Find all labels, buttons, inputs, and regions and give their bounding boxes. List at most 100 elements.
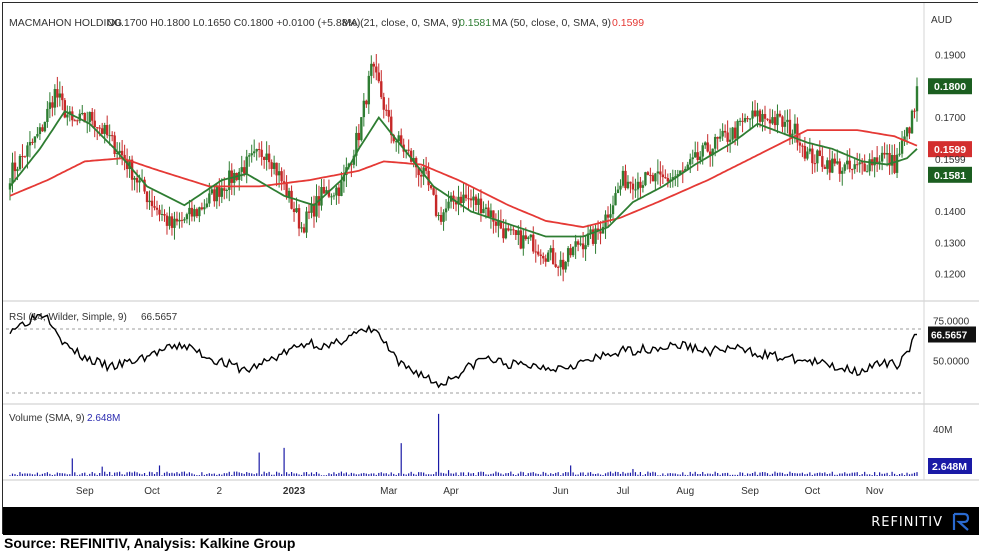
candle[interactable] (858, 153, 861, 173)
candle[interactable] (621, 166, 625, 188)
candle[interactable] (559, 251, 562, 276)
candle[interactable] (477, 193, 480, 215)
candle[interactable] (108, 124, 111, 146)
candle[interactable] (409, 148, 413, 163)
candle[interactable] (826, 157, 829, 175)
candle[interactable] (255, 148, 258, 161)
candle[interactable] (337, 183, 341, 204)
candle[interactable] (813, 154, 817, 173)
candle[interactable] (285, 175, 288, 200)
candle[interactable] (155, 200, 159, 216)
candle[interactable] (434, 188, 438, 218)
candle[interactable] (746, 115, 749, 123)
candle[interactable] (661, 165, 665, 185)
candle[interactable] (706, 134, 709, 153)
candle[interactable] (362, 93, 366, 127)
candle[interactable] (439, 206, 443, 225)
candle[interactable] (223, 177, 226, 200)
candle[interactable] (31, 138, 34, 146)
candle[interactable] (576, 239, 580, 252)
candle[interactable] (118, 142, 121, 160)
candle[interactable] (686, 161, 689, 170)
candle[interactable] (200, 202, 204, 211)
candle[interactable] (721, 123, 724, 141)
candle[interactable] (544, 254, 547, 267)
candle[interactable] (841, 167, 844, 186)
candle[interactable] (843, 162, 846, 174)
candle[interactable] (96, 127, 99, 141)
candle[interactable] (798, 133, 802, 153)
candle[interactable] (766, 118, 769, 122)
candle[interactable] (666, 173, 670, 188)
candle[interactable] (66, 105, 69, 126)
candle[interactable] (534, 239, 537, 263)
candle[interactable] (594, 223, 597, 254)
candle[interactable] (265, 141, 268, 171)
candle[interactable] (300, 222, 303, 233)
candle[interactable] (716, 136, 719, 150)
candle[interactable] (13, 151, 17, 182)
candle[interactable] (437, 212, 440, 221)
candle[interactable] (88, 111, 91, 132)
candle[interactable] (606, 206, 610, 227)
candle[interactable] (123, 144, 126, 171)
candle[interactable] (726, 120, 729, 153)
candle[interactable] (651, 172, 655, 182)
candle[interactable] (188, 199, 191, 226)
candle[interactable] (312, 195, 316, 228)
candle[interactable] (616, 182, 620, 194)
candle[interactable] (158, 204, 161, 222)
candle[interactable] (624, 164, 627, 191)
candle[interactable] (367, 70, 371, 114)
candle[interactable] (113, 131, 116, 158)
candle[interactable] (56, 76, 59, 108)
candle[interactable] (43, 121, 47, 133)
candle[interactable] (875, 146, 879, 172)
candle[interactable] (591, 225, 595, 246)
candle[interactable] (781, 115, 784, 133)
candle[interactable] (115, 142, 119, 165)
candle[interactable] (320, 178, 323, 211)
candle[interactable] (275, 162, 278, 187)
candle[interactable] (611, 195, 615, 219)
candle[interactable] (248, 152, 251, 167)
candle[interactable] (614, 186, 617, 206)
candle[interactable] (58, 81, 62, 107)
candle[interactable] (619, 179, 622, 196)
candle[interactable] (512, 225, 515, 235)
candle[interactable] (704, 141, 707, 149)
candle[interactable] (332, 192, 336, 200)
candle[interactable] (370, 55, 373, 84)
candle[interactable] (225, 188, 228, 199)
candle[interactable] (228, 161, 231, 202)
candle[interactable] (262, 156, 266, 169)
candle[interactable] (280, 167, 283, 191)
candle[interactable] (257, 142, 261, 158)
candle[interactable] (133, 175, 136, 191)
candle[interactable] (865, 164, 869, 173)
candle[interactable] (656, 159, 660, 185)
candle[interactable] (432, 187, 435, 196)
candle[interactable] (823, 164, 827, 170)
candle[interactable] (143, 176, 146, 194)
candle[interactable] (821, 146, 824, 172)
candle[interactable] (831, 150, 834, 174)
candle[interactable] (868, 153, 871, 176)
candle[interactable] (203, 199, 206, 215)
candle[interactable] (547, 250, 550, 262)
candle[interactable] (893, 144, 896, 175)
candle[interactable] (385, 104, 388, 116)
candle[interactable] (696, 141, 699, 171)
candle[interactable] (863, 154, 866, 172)
candle[interactable] (783, 110, 787, 136)
candle[interactable] (447, 190, 450, 211)
candle[interactable] (773, 110, 777, 131)
candle[interactable] (659, 161, 662, 187)
candle[interactable] (190, 199, 194, 222)
candle[interactable] (684, 166, 687, 171)
candle[interactable] (454, 196, 458, 212)
candle[interactable] (91, 107, 94, 126)
candle[interactable] (644, 171, 647, 187)
candle[interactable] (469, 189, 473, 208)
candle[interactable] (360, 117, 363, 142)
